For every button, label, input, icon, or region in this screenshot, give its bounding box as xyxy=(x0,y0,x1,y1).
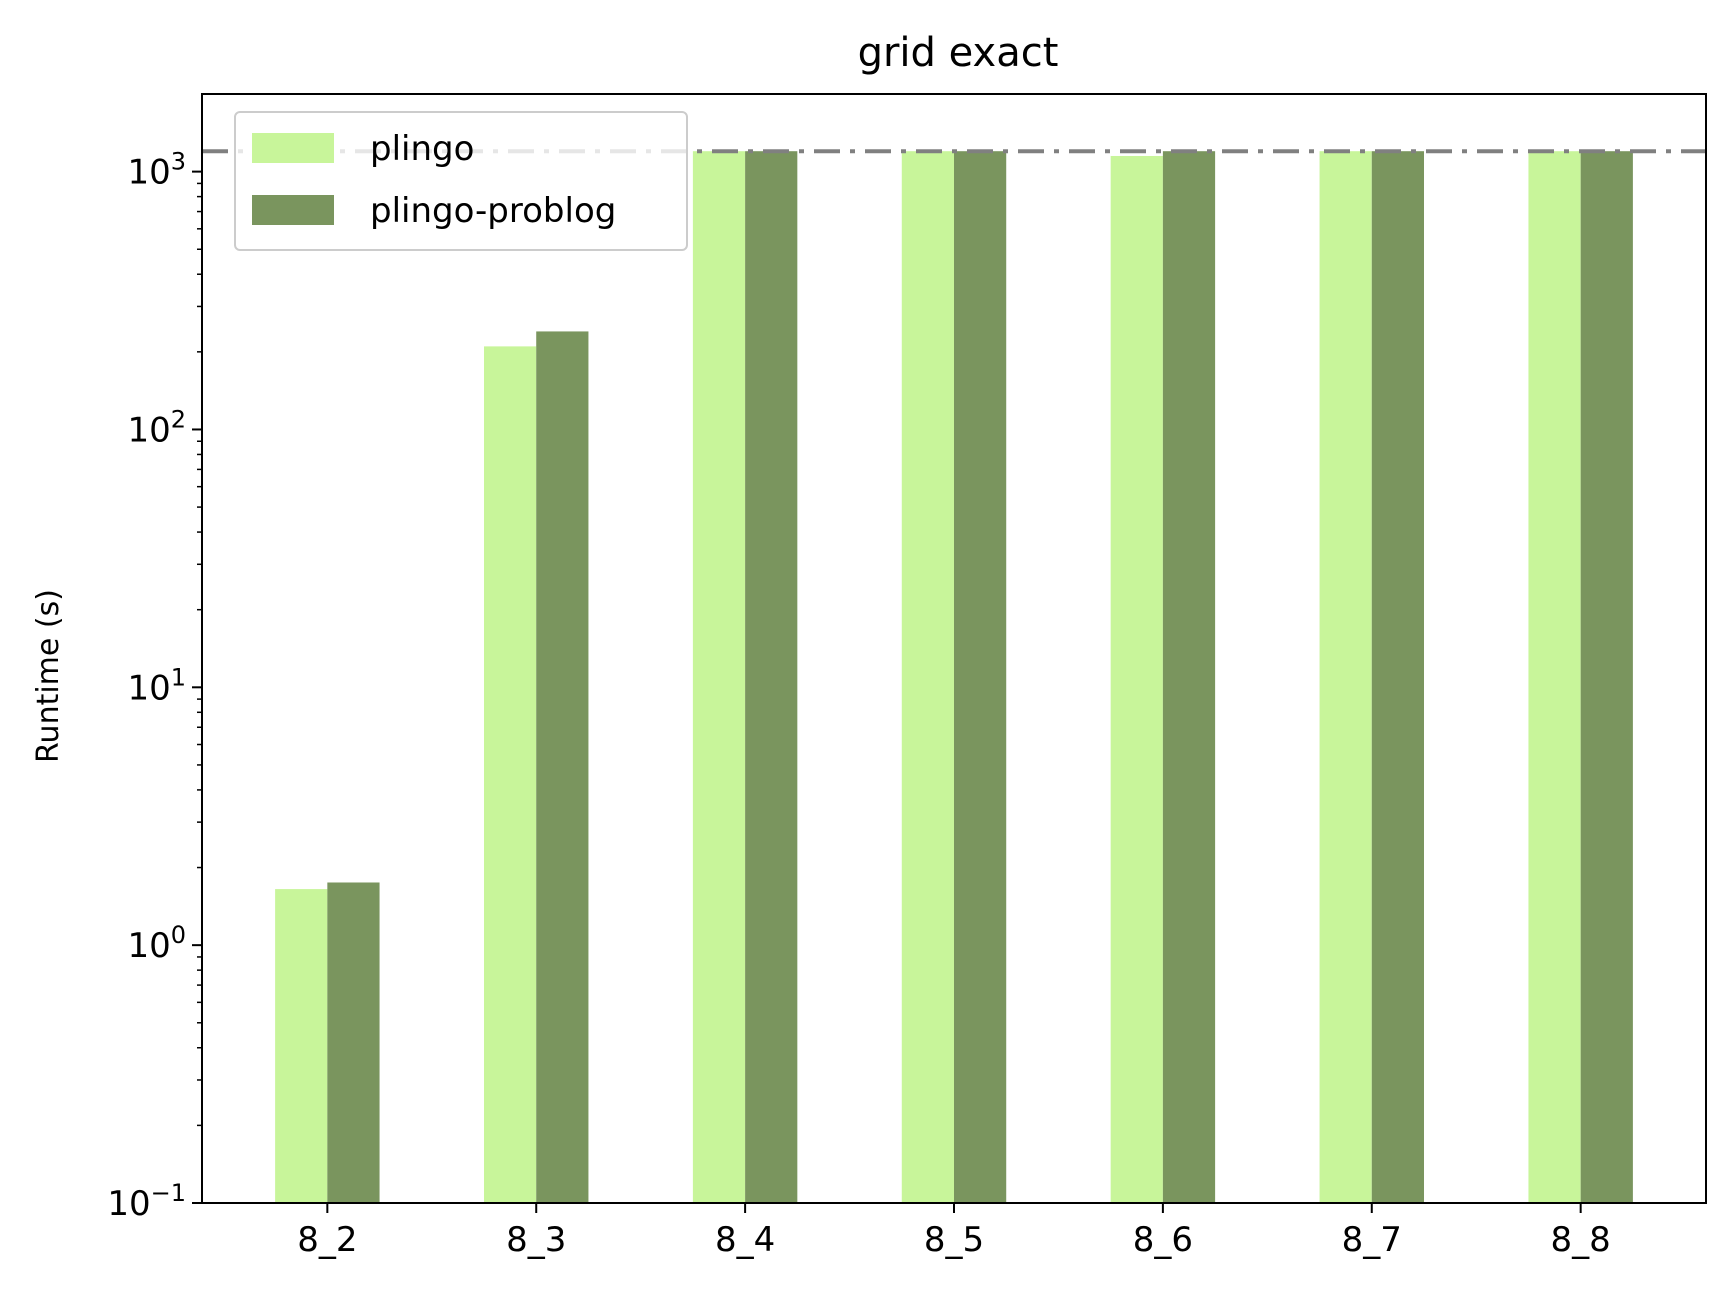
bar-plingo-8_2 xyxy=(275,889,328,1203)
bar-plingo-8_6 xyxy=(1110,155,1163,1203)
y-tick-label-base: 10 xyxy=(107,1184,150,1224)
y-tick-label-base: 10 xyxy=(127,668,170,708)
x-tick-label: 8_4 xyxy=(715,1220,775,1260)
y-tick-label: 10−1 xyxy=(107,1179,186,1224)
x-tick-label: 8_8 xyxy=(1551,1220,1611,1260)
y-tick-label-exponent: −1 xyxy=(151,1179,186,1207)
bar-plingo-8_7 xyxy=(1319,151,1372,1203)
y-tick-label: 103 xyxy=(127,148,186,193)
legend-swatch-plingo xyxy=(252,133,334,163)
x-tick-label: 8_6 xyxy=(1133,1220,1193,1260)
legend-box xyxy=(234,111,688,251)
y-tick-label: 101 xyxy=(127,663,186,708)
chart-title: grid exact xyxy=(858,30,1059,76)
y-tick-label: 102 xyxy=(127,405,186,450)
bar-plingo-problog-8_2 xyxy=(327,882,380,1203)
bar-plingo-8_3 xyxy=(484,346,537,1203)
bar-plingo-8_8 xyxy=(1528,151,1581,1203)
y-tick-label-exponent: 3 xyxy=(171,148,186,176)
y-axis-label: Runtime (s) xyxy=(31,589,66,763)
x-tick-label: 8_5 xyxy=(924,1220,984,1260)
x-tick-label: 8_3 xyxy=(506,1220,566,1260)
bar-plingo-8_5 xyxy=(901,151,954,1203)
bar-plingo-problog-8_6 xyxy=(1162,151,1216,1203)
bar-plingo-problog-8_8 xyxy=(1580,151,1633,1203)
y-tick-label-base: 10 xyxy=(127,926,170,966)
y-tick-label-exponent: 1 xyxy=(171,663,186,691)
bar-plingo-8_4 xyxy=(692,151,746,1203)
x-tick-label: 8_7 xyxy=(1342,1220,1402,1260)
legend-label-plingo-problog: plingo-problog xyxy=(370,191,616,231)
bar-plingo-problog-8_3 xyxy=(536,331,589,1203)
legend-label-plingo: plingo xyxy=(370,129,474,169)
y-tick-label-exponent: 2 xyxy=(171,405,186,433)
legend: plingo plingo-problog xyxy=(234,111,688,251)
y-tick-label-exponent: 0 xyxy=(171,921,186,949)
bar-plingo-problog-8_7 xyxy=(1371,151,1424,1203)
x-tick-label: 8_2 xyxy=(297,1220,357,1260)
bars-layer xyxy=(275,151,1633,1203)
y-tick-label-base: 10 xyxy=(127,410,170,450)
bar-plingo-problog-8_5 xyxy=(954,151,1007,1203)
bar-plingo-problog-8_4 xyxy=(745,151,798,1203)
y-tick-label: 100 xyxy=(127,921,186,966)
y-tick-label-base: 10 xyxy=(127,153,170,193)
legend-swatch-plingo-problog xyxy=(252,195,334,225)
